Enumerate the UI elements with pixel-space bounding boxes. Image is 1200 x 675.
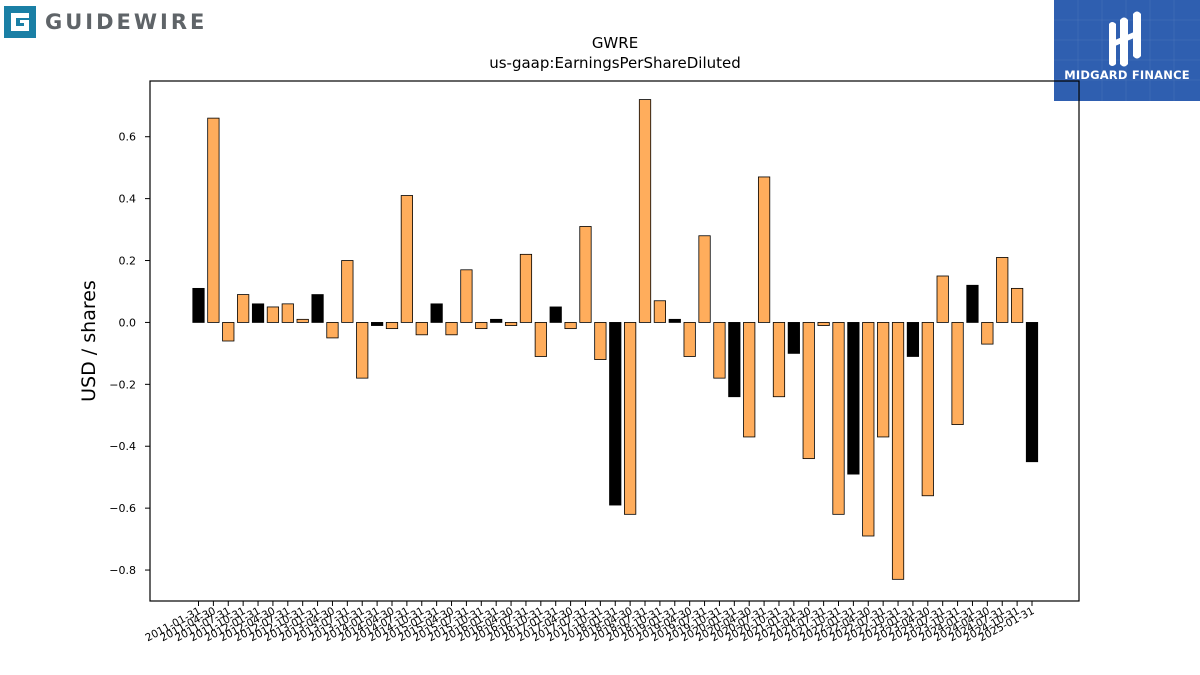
y-axis-label: USD / shares (78, 280, 100, 402)
bar (787, 322, 800, 354)
bar (638, 99, 652, 323)
bar (862, 322, 875, 537)
bar (549, 306, 562, 323)
bar (296, 318, 309, 323)
bar (668, 318, 681, 323)
bar (802, 322, 815, 460)
bar (624, 322, 637, 515)
bar (921, 322, 934, 497)
bar (1025, 322, 1039, 463)
bar (222, 322, 235, 342)
midgard-finance-logo-mark-icon (1054, 0, 1200, 101)
bar (430, 303, 443, 323)
y-tick-label: 0.4 (119, 193, 137, 206)
y-axis: 0.6 0.4 0.2 0.0 −0.2 −0.4 −0.6 −0.8 (109, 131, 150, 577)
bar (237, 294, 250, 323)
bar (519, 253, 533, 323)
bar (326, 322, 339, 339)
bar (356, 322, 369, 379)
bar (266, 306, 280, 323)
bar (772, 322, 786, 398)
bar (311, 294, 324, 323)
bar (936, 275, 949, 323)
bar (341, 260, 354, 323)
bar (609, 322, 622, 506)
bar (757, 176, 771, 323)
bar (698, 235, 711, 323)
midgard-finance-logo: MIDGARD FINANCE (1054, 0, 1200, 101)
bar (951, 322, 964, 425)
bar (475, 322, 488, 330)
bar (966, 284, 979, 323)
bar (504, 322, 518, 326)
bar (713, 322, 726, 379)
bar (490, 318, 503, 323)
y-tick-label: 0.0 (119, 316, 137, 329)
bar (192, 287, 205, 323)
x-axis: 2011-01-312011-04-302011-07-312011-10-31… (143, 601, 1036, 644)
y-tick-label: 0.6 (119, 131, 137, 144)
bar (594, 322, 607, 360)
bar (207, 117, 220, 323)
y-tick-label: 0.2 (119, 255, 137, 268)
y-tick-label: −0.8 (109, 564, 136, 577)
chart-title: GWRE (592, 34, 638, 52)
bar (445, 322, 458, 336)
bar (832, 322, 845, 515)
bar (534, 322, 547, 357)
bar (906, 322, 920, 357)
guidewire-logo-mark-icon (4, 6, 36, 38)
bar (847, 322, 860, 475)
bar (579, 226, 592, 323)
bar (371, 322, 384, 326)
bar (251, 303, 265, 323)
midgard-finance-logo-text: MIDGARD FINANCE (1064, 68, 1190, 82)
bar (385, 322, 399, 330)
bar (1011, 287, 1024, 323)
bar (728, 322, 741, 398)
bar (891, 322, 905, 580)
bar-group (192, 99, 1039, 580)
chart-subtitle: us-gaap:EarningsPerShareDiluted (489, 54, 741, 72)
bar (683, 322, 696, 357)
bar (743, 322, 756, 438)
bar (400, 195, 413, 323)
guidewire-logo-text: GUIDEWIRE (45, 10, 208, 34)
bar (653, 300, 667, 323)
bar (996, 257, 1009, 323)
bar (415, 322, 428, 336)
y-tick-label: −0.4 (109, 440, 136, 453)
bar (817, 322, 830, 326)
plot-area-frame (149, 80, 1080, 602)
bar (877, 322, 890, 438)
bar (281, 303, 294, 323)
bar (981, 322, 994, 345)
guidewire-logo: GUIDEWIRE (4, 5, 207, 39)
bar (564, 322, 577, 330)
y-tick-label: −0.6 (109, 502, 136, 515)
y-tick-label: −0.2 (109, 378, 136, 391)
bar (460, 269, 473, 323)
